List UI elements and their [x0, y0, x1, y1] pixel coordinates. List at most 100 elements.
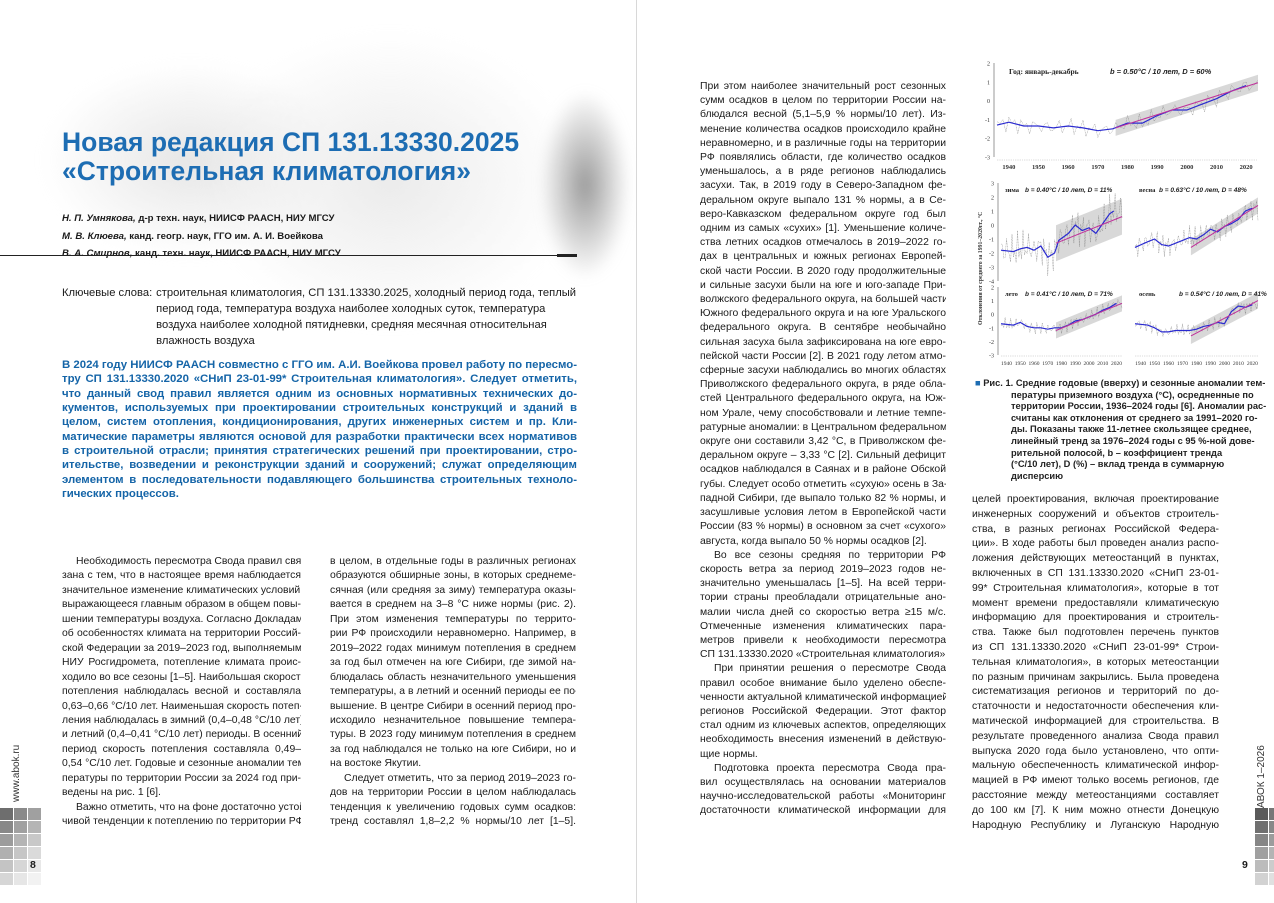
text-line: Подготовка проекта пересмотра Свода пра- [714, 762, 946, 774]
caption-label: Рис. 1. [983, 378, 1014, 388]
y-tick-label: -4 [989, 280, 994, 286]
author-name: Н. П. Умнякова, [62, 213, 136, 224]
body-column: целей проектирования, включая проектиров… [972, 493, 1219, 833]
text-line: температуры, а в летний и осенний период… [330, 686, 576, 698]
x-tick-label: 1990 [1205, 361, 1216, 367]
text-line: ведены на рис. 1 [6]. [62, 787, 161, 799]
text-line: деральном округе выпало 131 % нормы, а в… [700, 194, 946, 206]
authors: Н. П. Умнякова, д-р техн. наук, НИИСФ РА… [62, 210, 341, 263]
author: В. А. Смирнов, канд. техн. наук, НИИСФ Р… [62, 245, 341, 263]
keywords-label: Ключевые слова: [62, 287, 153, 299]
decorative-square [0, 834, 13, 846]
lead-paragraph: В 2024 году НИИСФ РААСН совместно с ГГО … [62, 358, 577, 501]
text-line: об особенностях климата на территории Ро… [62, 628, 301, 640]
text-line: ства. Также был подготовлен перечень пун… [972, 627, 1219, 639]
text-line: за год был отмечен на юге Сибири, где зи… [330, 657, 576, 669]
decorative-square [1255, 834, 1268, 846]
text-line: менение количества осадков происходило к… [700, 123, 946, 135]
text-line: ратурные аномалии: в Центральном федерал… [700, 421, 946, 433]
text-line: расстояние между метеостанциями составля… [972, 789, 1219, 801]
decorative-square [1255, 808, 1268, 820]
panel-stats: b = 0.50°C / 10 лет, D = 60% [1110, 67, 1212, 76]
panel-label: зима [1005, 187, 1020, 194]
y-tick-label: -3 [989, 266, 994, 272]
text-line: и летний (0,4–0,41 °C/10 лет) периоды. В… [62, 729, 301, 741]
text-line: сферные засухи наблюдались во многих обл… [700, 365, 946, 377]
decorative-square [0, 847, 13, 859]
text-line: ном Урале, чему способствовали и летние … [700, 407, 946, 419]
text-line: деральном округе – 3,33 °C [2]. Сильный … [700, 450, 946, 462]
text-line: сумм осадков в целом по территории Росси… [700, 95, 946, 107]
x-tick-label: 2010 [1233, 361, 1244, 367]
x-tick-label: 1940 [1001, 361, 1012, 367]
text-line: Народную Республику и Луганскую Народную [972, 819, 1219, 831]
text-line: достаточности климатической информации д… [700, 805, 946, 817]
x-tick-label: 1940 [1002, 164, 1015, 171]
text-line: стал одним из ключевых аспектов, определ… [700, 720, 946, 732]
figure-caption: ■ Рис. 1. Средние годовые (вверху) и сез… [975, 378, 1267, 482]
text-line: тренд составлял 1,8–2,2 % нормы/10 лет [… [330, 816, 576, 828]
panel-label: Год: январь-декабрь [1009, 67, 1079, 76]
y-tick-label: -1 [985, 118, 990, 124]
y-tick-label: 0 [991, 313, 994, 319]
decorative-square [14, 860, 27, 872]
text-line: Отмеченные изменения климатических пара- [700, 620, 946, 632]
text-line: 99* Строительная климатология», которые … [972, 582, 1219, 594]
decorative-squares [1255, 808, 1274, 885]
page-number: 8 [30, 859, 36, 871]
decorative-square [1269, 808, 1274, 820]
text-line: период скорость потепления составляла 0,… [62, 743, 301, 755]
decorative-square [1255, 873, 1268, 885]
text-line: выпуска 2020 года было установлено, что … [972, 745, 1219, 757]
text-line: засушливые условия летом в Европейской ч… [700, 507, 946, 519]
text-line: шении температуры воздуха. Согласно Докл… [62, 613, 301, 625]
decorative-square [1269, 821, 1274, 833]
x-tick-label: 1980 [1056, 361, 1067, 367]
text-line: пературы по территории России за 2024 го… [62, 772, 301, 784]
decorative-square [0, 873, 13, 885]
annual-anomaly-line [1000, 298, 1123, 334]
text-line: ложения действующих метеостанций в пункт… [972, 553, 1219, 565]
x-tick-label: 1990 [1151, 164, 1164, 171]
text-line: регионов Российской Федерации. Этот факт… [700, 705, 946, 717]
caption-line: рительной полосой, b – коэффициент тренд… [1011, 447, 1223, 458]
text-line: включенных в СП 131.13330.2020 «СНиП 23-… [972, 567, 1219, 579]
x-tick-label: 1950 [1149, 361, 1160, 367]
author-name: М. В. Клюева, [62, 230, 127, 242]
moving-average-line [1134, 304, 1253, 333]
decorative-square [28, 860, 41, 872]
text-line: одним из самых «сухих» [1]. Уменьшение к… [700, 223, 946, 235]
text-line: СП 131.13330.2020 «Строительная климатол… [700, 649, 946, 661]
panel-stats: b = 0.63°C / 10 лет, D = 48% [1159, 186, 1247, 194]
decorative-square [28, 847, 41, 859]
lead-line: что данный свод правил является одним из… [62, 387, 577, 400]
x-tick-label: 1950 [1015, 361, 1026, 367]
text-line: уменьшалось, а в ряде регионов наблюдали… [700, 166, 946, 178]
text-line: неравномерно, и в различные годы на терр… [700, 137, 946, 149]
y-tick-label: 1 [991, 210, 994, 216]
moving-average-line [1000, 210, 1115, 259]
decorative-square [28, 834, 41, 846]
bullet-icon: ■ [975, 378, 984, 388]
decorative-square [14, 834, 27, 846]
text-line: сячная (или средняя за зиму) температура… [330, 584, 576, 596]
text-line: систематизация регионов и территорий по … [972, 686, 1219, 698]
temperature-anomaly-figure: 2 1 0 -1 -2 -3 Год: январь-декабрь b = 0.50°C /… [977, 62, 1267, 368]
panel-stats: b = 0.54°C / 10 лет, D = 41% [1179, 290, 1267, 298]
y-tick-label: 2 [991, 286, 994, 292]
text-line: вил осуществлялась на основании материал… [700, 776, 946, 788]
decorative-square [1269, 860, 1274, 872]
text-line: Следует отметить, что за период 2019–202… [344, 772, 576, 784]
y-tick-label: -3 [989, 354, 994, 360]
text-line: матической информацией для строительства… [972, 715, 1219, 727]
y-tick-label: 2 [991, 196, 994, 202]
text-line: из СП 131.13330.2020 «СНиП 23-01-99* Стр… [972, 641, 1219, 653]
text-line: блюдалась область незначительного уменьш… [330, 671, 576, 683]
lead-line: гических процессов. [62, 488, 179, 501]
text-line: тельная климатология», в которых метеост… [972, 656, 1219, 668]
map-watermark [200, 30, 580, 330]
y-tick-label: -3 [985, 156, 990, 162]
x-tick-label: 1980 [1121, 164, 1134, 171]
text-line: малии числа дней со скоростью ветра ≥15 … [700, 606, 946, 618]
decorative-square [1269, 847, 1274, 859]
